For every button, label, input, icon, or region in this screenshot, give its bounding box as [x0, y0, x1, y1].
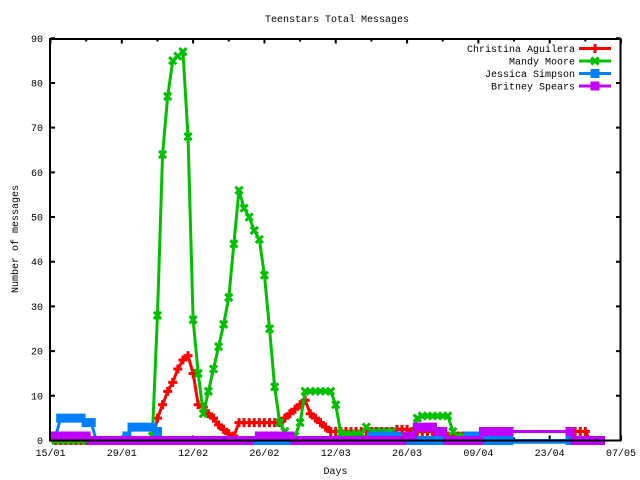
svg-text:60: 60 [31, 169, 43, 180]
svg-text:Britney Spears: Britney Spears [491, 82, 575, 94]
svg-text:12/03: 12/03 [321, 448, 351, 460]
svg-text:50: 50 [31, 214, 43, 225]
svg-text:0: 0 [37, 437, 43, 448]
svg-text:30: 30 [31, 303, 43, 314]
svg-text:29/01: 29/01 [107, 448, 137, 460]
svg-text:90: 90 [31, 35, 43, 46]
svg-text:Jessica Simpson: Jessica Simpson [485, 69, 575, 81]
svg-text:Mandy Moore: Mandy Moore [509, 57, 575, 69]
svg-text:09/04: 09/04 [463, 448, 493, 460]
svg-text:23/04: 23/04 [535, 448, 565, 460]
svg-text:26/03: 26/03 [392, 448, 422, 460]
svg-text:Days: Days [323, 467, 347, 478]
svg-text:26/02: 26/02 [249, 448, 279, 460]
svg-text:Number of messages: Number of messages [10, 185, 22, 293]
svg-text:Christina Aguilera: Christina Aguilera [467, 44, 575, 56]
svg-text:10: 10 [31, 392, 43, 403]
svg-text:40: 40 [31, 258, 43, 269]
svg-text:12/02: 12/02 [178, 448, 208, 460]
svg-text:70: 70 [31, 124, 43, 135]
svg-text:07/05: 07/05 [606, 448, 636, 460]
svg-text:Teenstars Total Messages: Teenstars Total Messages [265, 14, 409, 26]
svg-text:20: 20 [31, 348, 43, 359]
svg-text:15/01: 15/01 [35, 448, 65, 460]
svg-text:80: 80 [31, 79, 43, 90]
